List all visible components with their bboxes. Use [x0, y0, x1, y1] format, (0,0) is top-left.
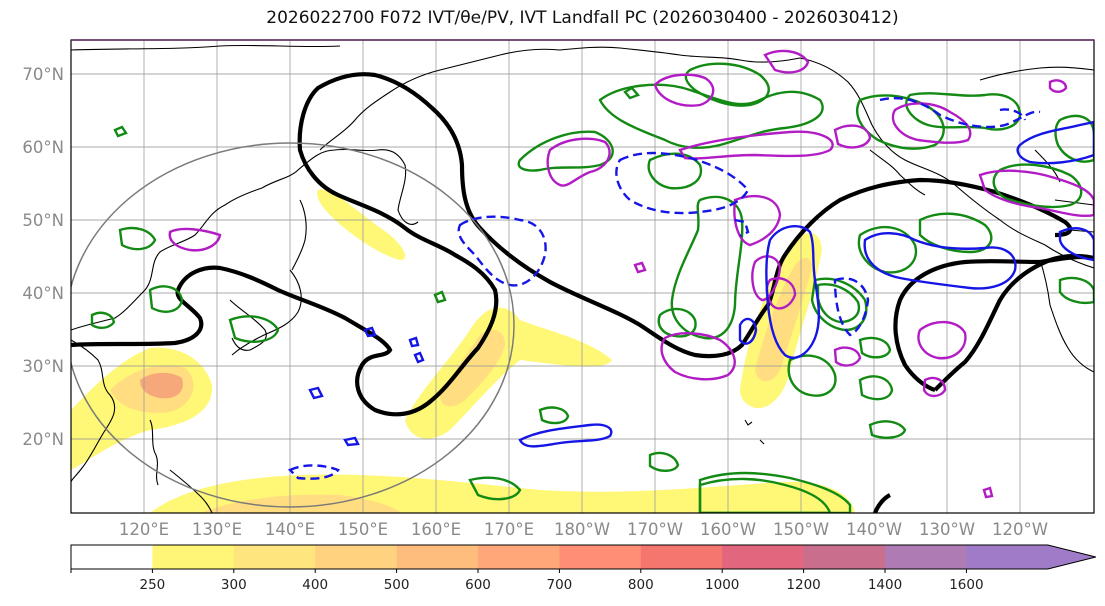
lon-label: 130°W	[919, 520, 975, 539]
graticule	[71, 40, 1094, 513]
colorbar-tick-label: 300	[221, 577, 247, 593]
lat-label: 50°N	[22, 211, 64, 230]
lon-label: 160°E	[411, 520, 461, 539]
latitude-labels: 70°N 60°N 50°N 40°N 30°N 20°N	[22, 65, 64, 449]
colorbar-tick-label: 1400	[868, 577, 902, 593]
lon-label: 130°E	[192, 520, 242, 539]
lat-label: 30°N	[22, 357, 64, 376]
colorbar-segment	[478, 545, 560, 569]
lon-label: 170°W	[627, 520, 683, 539]
lon-label: 170°E	[484, 520, 534, 539]
colorbar-tick-label: 500	[384, 577, 410, 593]
colorbar-tick-label: 1000	[705, 577, 739, 593]
theta-e-green-contours	[90, 62, 1094, 513]
colorbar-tick-label: 700	[547, 577, 573, 593]
colorbar-tick-label: 400	[302, 577, 328, 593]
lat-label: 40°N	[22, 284, 64, 303]
landfall-pc-contours	[168, 49, 1094, 499]
landfall-region-circle	[71, 142, 515, 508]
pv-contours	[71, 72, 1094, 513]
colorbar-tick-label: 1600	[949, 577, 983, 593]
colorbar-tick-label: 1200	[786, 577, 820, 593]
lon-label: 120°E	[119, 520, 169, 539]
ivt-colorbar: 250 300 400 500 600 700 800 1000 1200 1400 1600	[70, 544, 1096, 593]
lon-label: 120°W	[992, 520, 1048, 539]
colorbar-segment	[396, 545, 479, 569]
colorbar-segment	[803, 545, 886, 569]
lat-label: 70°N	[22, 65, 64, 84]
lat-label: 20°N	[22, 430, 64, 449]
colorbar-segment	[152, 545, 235, 569]
colorbar-tick-label: 800	[628, 577, 654, 593]
coastlines	[71, 44, 1094, 513]
colorbar-outline	[70, 544, 1096, 570]
colorbar-tick-label: 250	[140, 577, 166, 593]
colorbar-segment	[885, 545, 967, 569]
colorbar-tick-label: 600	[465, 577, 491, 593]
colorbar-segment	[640, 545, 723, 569]
ivt-shading	[71, 189, 855, 513]
lon-label: 160°W	[700, 520, 756, 539]
theta-e-blue-contours	[287, 96, 1094, 480]
longitude-labels: 120°E 130°E 140°E 150°E 160°E 170°E 180°…	[119, 520, 1048, 539]
map-title: 2026022700 F072 IVT/θe/PV, IVT Landfall …	[266, 8, 899, 28]
lon-label: 150°W	[773, 520, 829, 539]
colorbar-segment	[233, 545, 316, 569]
lon-label: 140°W	[846, 520, 902, 539]
colorbar-segment	[315, 545, 398, 569]
lon-label: 140°E	[265, 520, 315, 539]
lon-label: 180°W	[554, 520, 610, 539]
colorbar-segment	[71, 545, 153, 569]
colorbar-segment	[722, 545, 805, 569]
lon-label: 150°E	[338, 520, 388, 539]
colorbar-segment	[559, 545, 642, 569]
lat-label: 60°N	[22, 138, 64, 157]
colorbar-extend-arrow	[966, 545, 1096, 569]
